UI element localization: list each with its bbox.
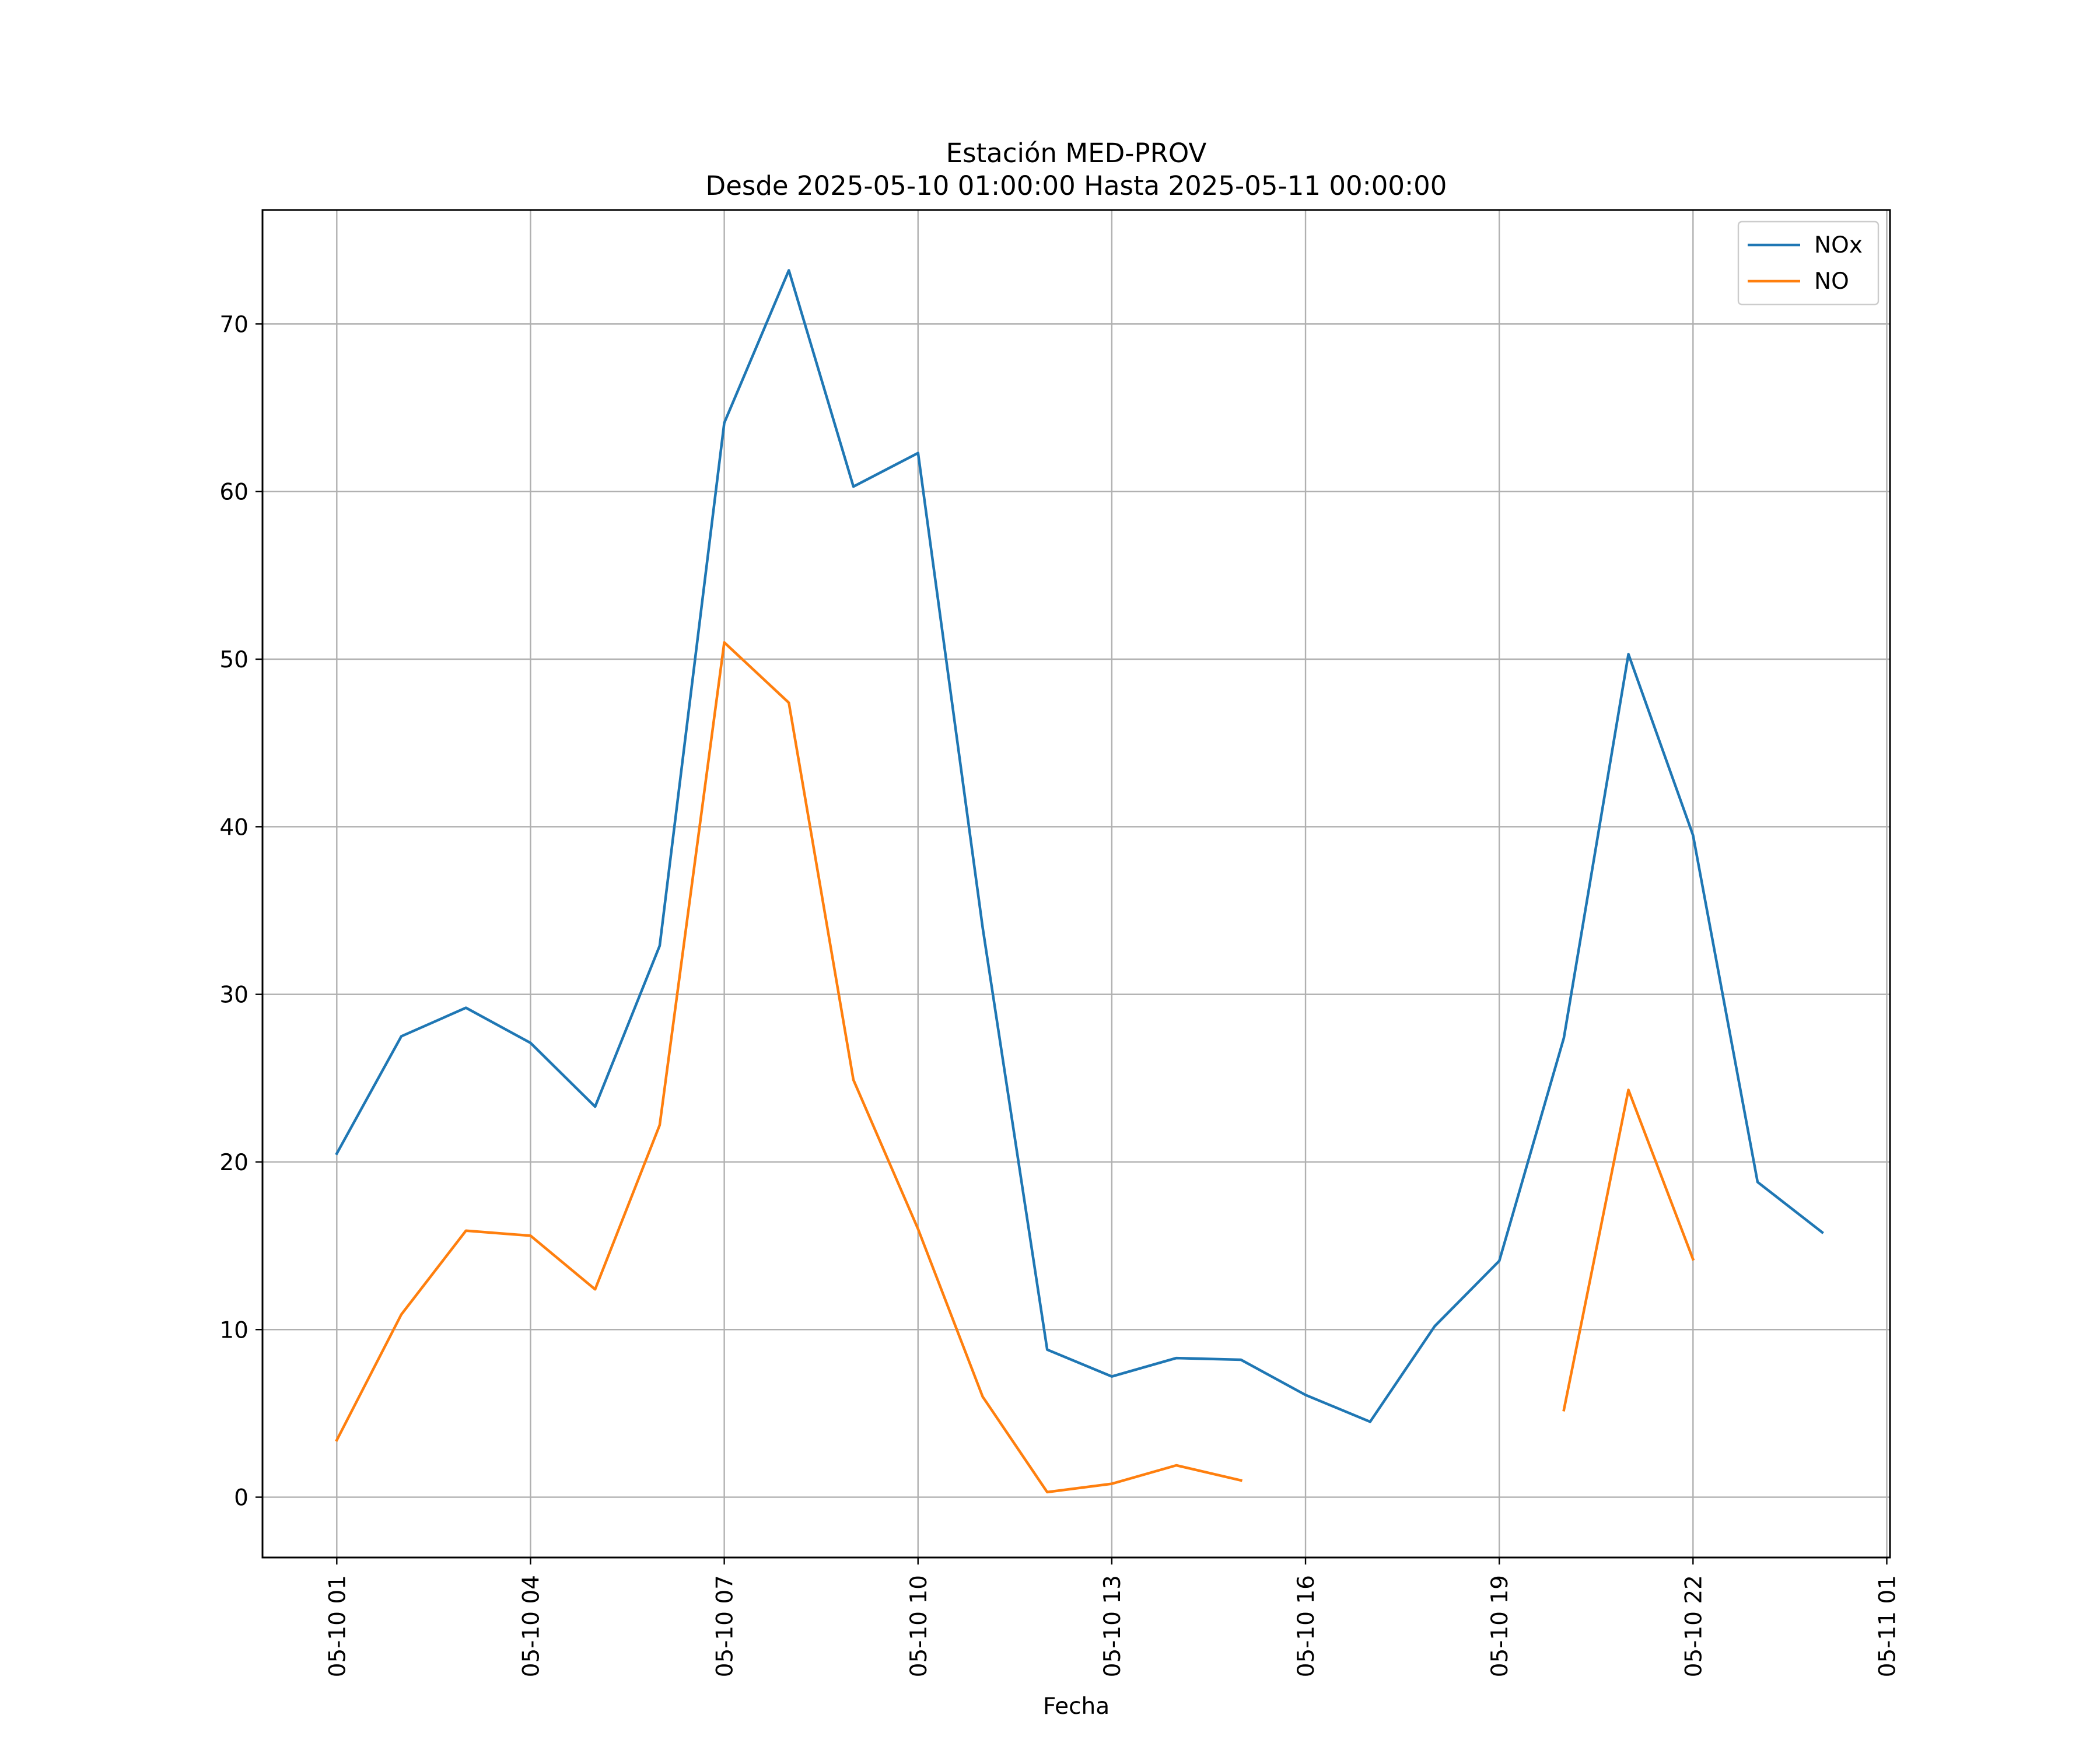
series-line-nox bbox=[335, 269, 1824, 1423]
y-tick-label: 10 bbox=[219, 1317, 249, 1343]
y-tick-label: 30 bbox=[219, 982, 249, 1009]
y-tick-label: 40 bbox=[219, 814, 249, 841]
x-tick-label: 05-10 07 bbox=[712, 1575, 738, 1677]
x-tick-label: 05-10 22 bbox=[1681, 1575, 1707, 1677]
legend-label: NO bbox=[1814, 268, 1849, 295]
x-tick-label: 05-10 04 bbox=[518, 1575, 544, 1677]
legend: NOx NO bbox=[1737, 220, 1880, 306]
series-line-no bbox=[1562, 1088, 1695, 1412]
y-tick-label: 0 bbox=[234, 1485, 249, 1511]
x-tick-label: 05-10 16 bbox=[1293, 1575, 1320, 1677]
legend-label: NOx bbox=[1814, 232, 1863, 258]
x-tick-label: 05-10 01 bbox=[324, 1575, 351, 1677]
y-tick-label: 60 bbox=[219, 480, 249, 506]
y-tick-label: 70 bbox=[219, 312, 249, 338]
y-tick-label: 50 bbox=[219, 647, 249, 673]
series-line-no bbox=[335, 641, 1243, 1494]
legend-box bbox=[1737, 220, 1880, 306]
axis-ticks: 0 10 20 30 40 50 60 70 05-10 01 05-10 04 05-10 07 0… bbox=[219, 312, 1901, 1677]
chart-title: Estación MED-PROV bbox=[946, 138, 1207, 169]
x-tick-label: 05-10 19 bbox=[1487, 1575, 1513, 1677]
x-tick-label: 05-11 01 bbox=[1874, 1575, 1901, 1677]
x-axis-label: Fecha bbox=[1043, 1693, 1110, 1720]
series-lines bbox=[335, 269, 1824, 1494]
x-tick-label: 05-10 13 bbox=[1100, 1575, 1126, 1677]
x-tick-label: 05-10 10 bbox=[906, 1575, 932, 1677]
chart-subtitle: Desde 2025-05-10 01:00:00 Hasta 2025-05-… bbox=[706, 170, 1447, 201]
plot-area-frame bbox=[261, 209, 1891, 1559]
grid-lines bbox=[262, 210, 1890, 1558]
y-tick-label: 20 bbox=[219, 1150, 249, 1176]
